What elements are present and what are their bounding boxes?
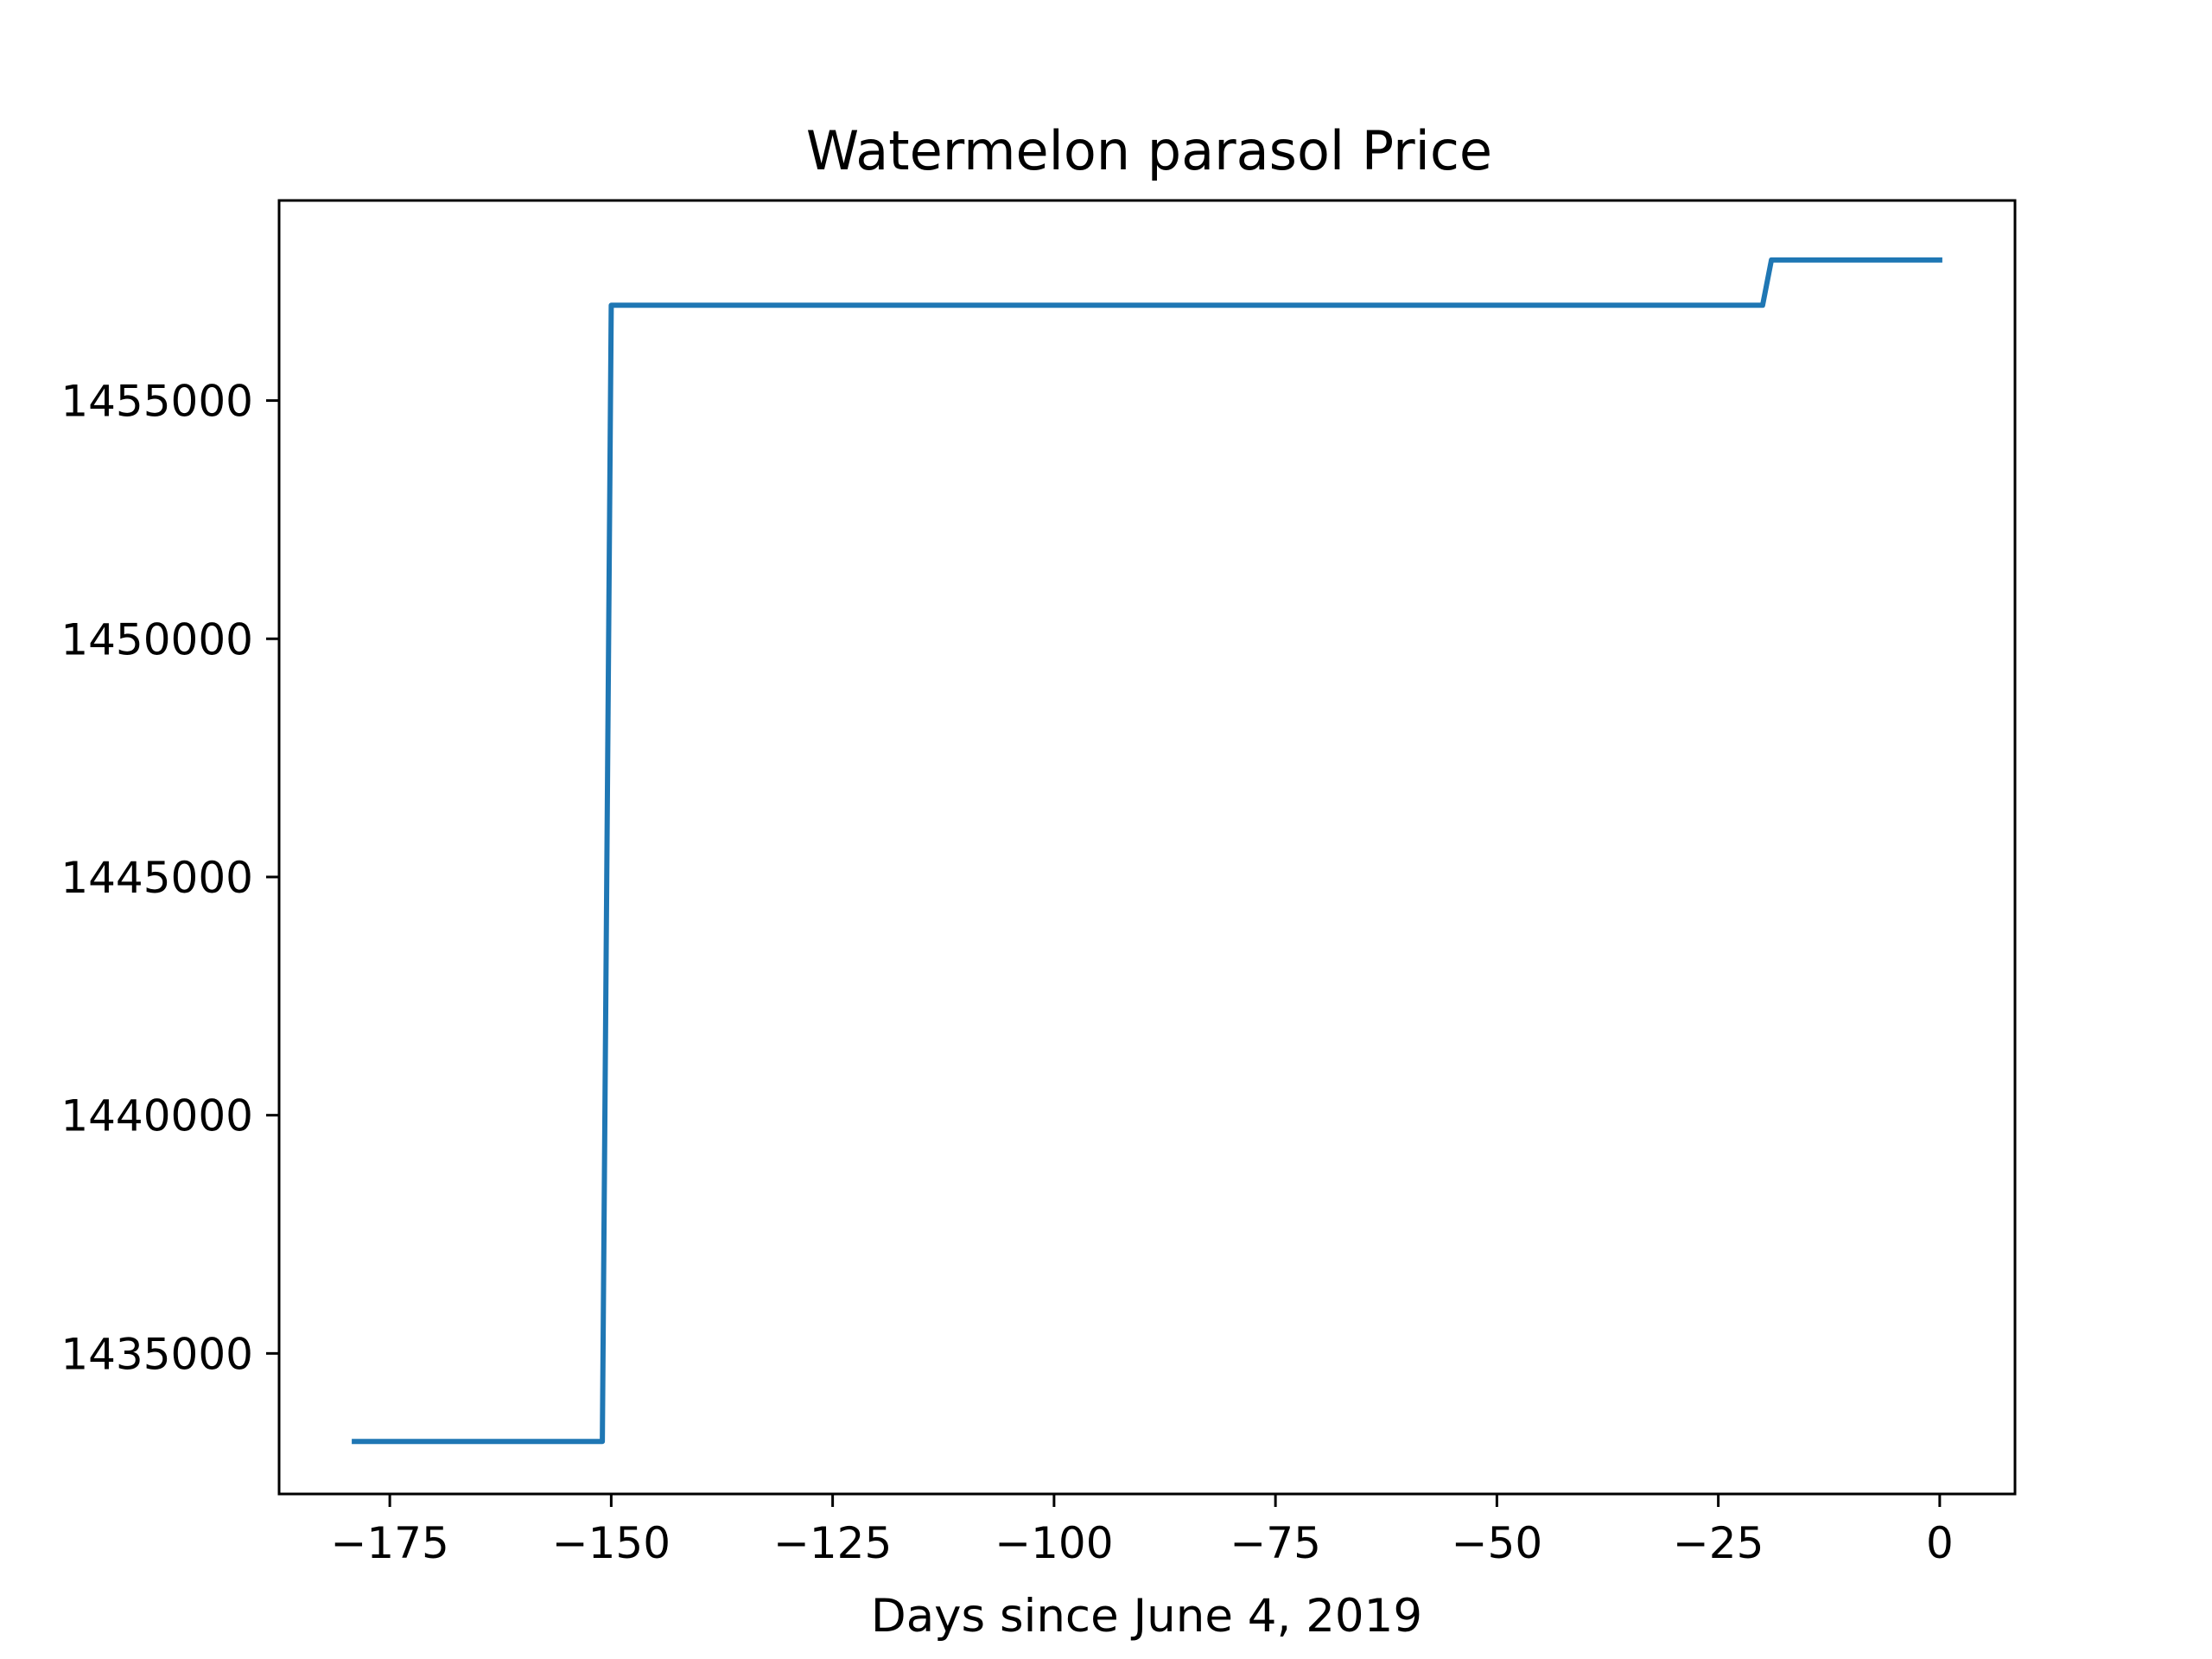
y-tick-label: 1445000 <box>60 853 253 903</box>
x-tick-label: −150 <box>552 1518 671 1568</box>
y-axis-ticks: 1435000 1440000 1445000 1450000 1455000 <box>60 377 279 1379</box>
series-layer <box>352 257 1942 1445</box>
x-tick-label: −100 <box>995 1518 1113 1568</box>
x-tick-label: −175 <box>330 1518 448 1568</box>
chart-title: Watermelon parasol Price <box>806 119 1492 182</box>
y-tick-label: 1435000 <box>60 1329 253 1379</box>
y-tick-label: 1450000 <box>60 614 253 664</box>
y-tick-label: 1455000 <box>60 377 253 427</box>
x-axis-label: Days since June 4, 2019 <box>871 1590 1422 1643</box>
x-tick-label: −50 <box>1452 1518 1543 1568</box>
x-tick-label: −75 <box>1230 1518 1321 1568</box>
plot-area-frame <box>277 199 2017 1496</box>
x-axis-ticks: −175 −150 −125 −100 −75 −50 −25 0 <box>330 1494 1954 1568</box>
y-tick-label: 1440000 <box>60 1091 253 1141</box>
series-line-0 <box>352 257 1942 1445</box>
x-tick-label: −125 <box>773 1518 892 1568</box>
x-tick-label: 0 <box>1926 1518 1954 1568</box>
x-tick-label: −25 <box>1673 1518 1764 1568</box>
